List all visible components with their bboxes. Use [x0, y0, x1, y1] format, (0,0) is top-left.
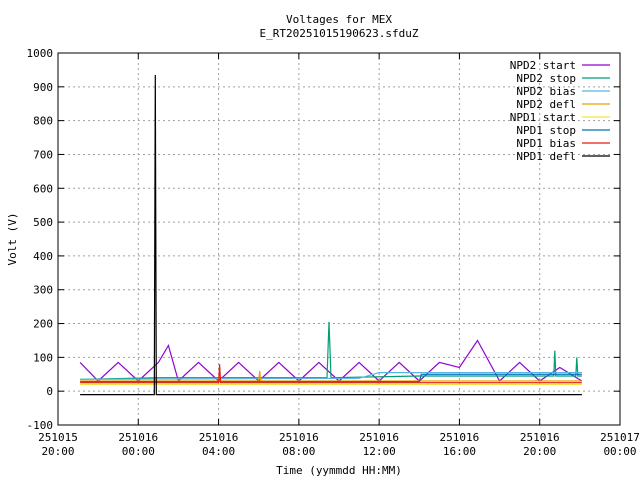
y-axis-label: Volt (V) — [6, 213, 19, 266]
x-tick-label-line: 251016 — [118, 431, 158, 444]
x-tick-label: 251016 04:00 — [199, 431, 239, 458]
x-tick-label-line: 00:00 — [603, 445, 636, 458]
x-tick-label-line: 04:00 — [202, 445, 235, 458]
grid — [57, 52, 621, 426]
x-tick-label: 251016 12:00 — [359, 431, 399, 458]
series-line — [80, 370, 582, 382]
x-tick-label-line: 251016 — [359, 431, 399, 444]
y-tick-label: 600 — [33, 182, 53, 195]
legend-label: NPD1 start — [510, 111, 576, 124]
plot-area — [79, 74, 583, 396]
legend-label: NPD2 stop — [516, 72, 576, 85]
y-tick-label: 900 — [33, 81, 53, 94]
series-line — [80, 74, 582, 396]
x-tick-label: 251016 00:00 — [118, 431, 158, 458]
x-tick-label: 251016 20:00 — [520, 431, 560, 458]
x-axis-label: Time (yymmdd HH:MM) — [276, 464, 402, 477]
legend-label: NPD2 bias — [516, 85, 576, 98]
x-tick-label-line: 251017 — [600, 431, 640, 444]
plot-border — [57, 52, 621, 426]
x-tick-label: 251016 08:00 — [279, 431, 319, 458]
chart-title: Voltages for MEX — [286, 13, 392, 26]
y-tick-label: 800 — [33, 115, 53, 128]
x-tick-label: 251015 20:00 — [38, 431, 78, 458]
y-tick-label: 400 — [33, 250, 53, 263]
y-tick-label: 300 — [33, 284, 53, 297]
series-line — [80, 321, 582, 380]
y-tick-label: 1000 — [27, 47, 54, 60]
x-tick-label: 251016 16:00 — [440, 431, 480, 458]
y-tick-label: 700 — [33, 148, 53, 161]
legend-label: NPD2 defl — [516, 98, 576, 111]
series-line — [80, 364, 582, 384]
legend-label: NPD2 start — [510, 59, 576, 72]
x-tick-label-line: 12:00 — [363, 445, 396, 458]
y-tick-label: 0 — [46, 385, 53, 398]
axes: -100 0 100 200 300 400 500 600 700 800 900 1000 2510… — [27, 47, 640, 458]
x-tick-label-line: 20:00 — [523, 445, 556, 458]
chart-subtitle: E_RT20251015190623.sfduZ — [260, 27, 419, 40]
x-tick-label-line: 251016 — [279, 431, 319, 444]
y-tick-label: 100 — [33, 351, 53, 364]
x-tick-label-line: 20:00 — [41, 445, 74, 458]
legend-label: NPD1 stop — [516, 124, 576, 137]
series-line — [79, 339, 583, 383]
y-tick-label: 500 — [33, 216, 53, 229]
x-tick-label-line: 251015 — [38, 431, 78, 444]
y-tick-label: -100 — [27, 419, 54, 432]
x-tick-label: 251017 00:00 — [600, 431, 640, 458]
series-line — [80, 373, 582, 383]
x-tick-label-line: 251016 — [520, 431, 560, 444]
y-tick-label: 200 — [33, 318, 53, 331]
x-tick-label-line: 251016 — [440, 431, 480, 444]
legend-label: NPD1 defl — [516, 150, 576, 163]
x-tick-label-line: 00:00 — [122, 445, 155, 458]
x-tick-label-line: 251016 — [199, 431, 239, 444]
series-line — [80, 372, 582, 380]
x-tick-label-line: 08:00 — [282, 445, 315, 458]
x-tick-label-line: 16:00 — [443, 445, 476, 458]
legend-label: NPD1 bias — [516, 137, 576, 150]
